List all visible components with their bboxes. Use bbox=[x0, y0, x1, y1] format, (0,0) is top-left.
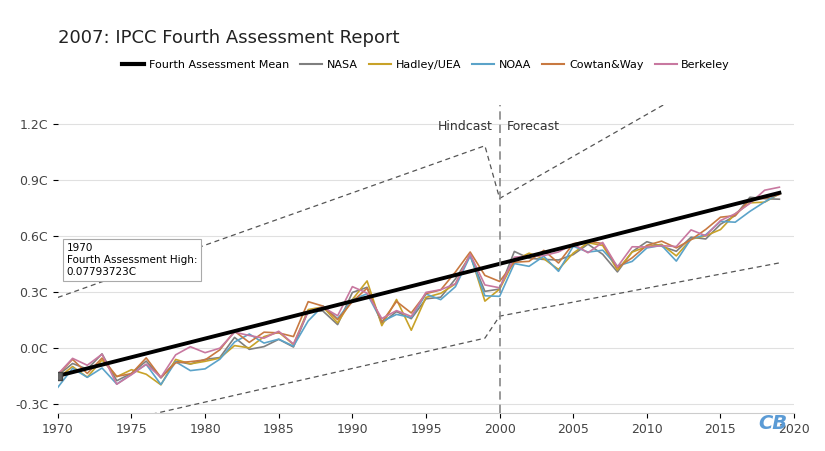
Text: Hindcast: Hindcast bbox=[437, 120, 493, 133]
Text: Forecast: Forecast bbox=[507, 120, 560, 133]
Text: 1970
Fourth Assessment High:
0.07793723C: 1970 Fourth Assessment High: 0.07793723C bbox=[67, 244, 197, 276]
Legend: Fourth Assessment Mean, NASA, Hadley/UEA, NOAA, Cowtan&Way, Berkeley: Fourth Assessment Mean, NASA, Hadley/UEA… bbox=[118, 55, 734, 74]
Text: 2007: IPCC Fourth Assessment Report: 2007: IPCC Fourth Assessment Report bbox=[58, 28, 399, 46]
Text: CB: CB bbox=[759, 414, 788, 433]
